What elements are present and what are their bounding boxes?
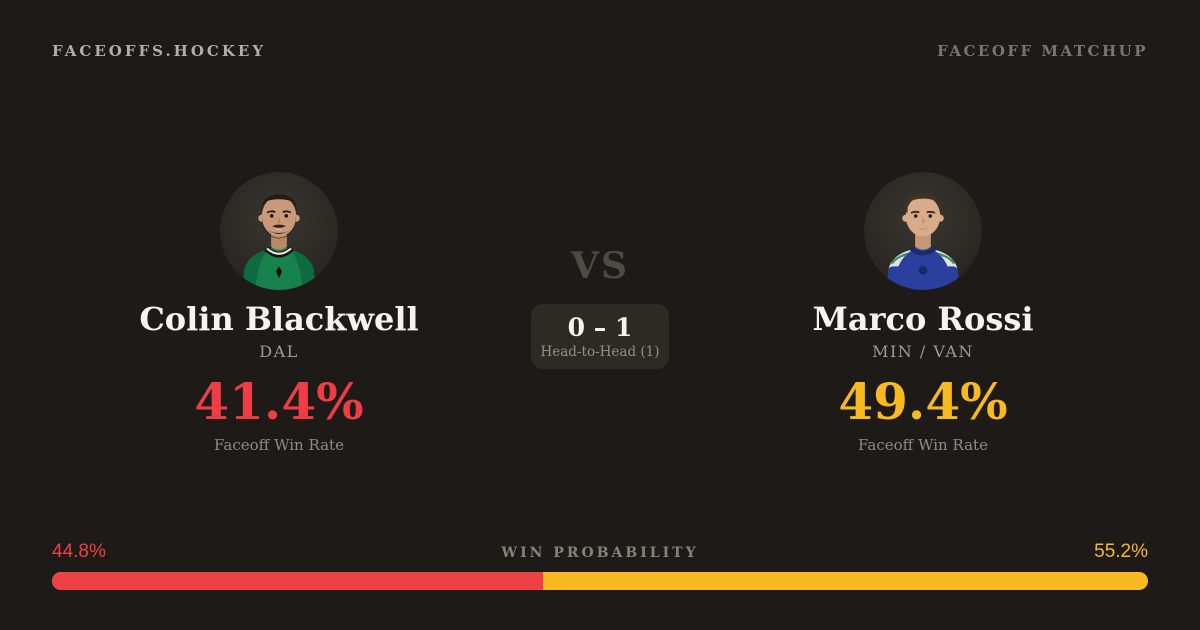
head-to-head-score: 0 – 1 [567,313,633,342]
win-probability-labels: 44.8% WIN PROBABILITY 55.2% [52,541,1148,563]
player-winrate-right: 49.4% [838,372,1008,432]
player-headshot-icon [220,172,338,290]
player-winrate-label-right: Faceoff Win Rate [858,436,988,455]
head-to-head-label: Head-to-Head (1) [540,343,660,360]
win-bar-left [52,572,543,590]
player-card-left: Colin Blackwell DAL 41.4% Faceoff Win Ra… [139,172,419,454]
player-team-left: DAL [259,342,299,362]
matchup-center: VS 0 – 1 Head-to-Head (1) [500,248,700,369]
win-probability-right-pct: 55.2% [1094,541,1148,562]
vs-label: VS [571,245,629,287]
head-to-head-box: 0 – 1 Head-to-Head (1) [531,304,669,369]
brand-wordmark: FACEOFFS.HOCKEY [52,42,267,60]
win-probability-left-pct: 44.8% [52,541,106,562]
card-type-label: FACEOFF MATCHUP [937,42,1148,60]
player-team-right: MIN / VAN [872,342,974,362]
player-winrate-left: 41.4% [194,372,364,432]
player-avatar-left [220,172,338,290]
player-headshot-icon [864,172,982,290]
player-card-right: Marco Rossi MIN / VAN 49.4% Faceoff Win … [783,172,1063,454]
win-probability-title: WIN PROBABILITY [501,545,699,561]
win-probability-section: 44.8% WIN PROBABILITY 55.2% [52,541,1148,590]
player-name-right: Marco Rossi [812,300,1034,338]
player-winrate-label-left: Faceoff Win Rate [214,436,344,455]
header: FACEOFFS.HOCKEY FACEOFF MATCHUP [52,42,1148,60]
player-avatar-right [864,172,982,290]
win-probability-bar [52,572,1148,590]
player-name-left: Colin Blackwell [139,300,419,338]
